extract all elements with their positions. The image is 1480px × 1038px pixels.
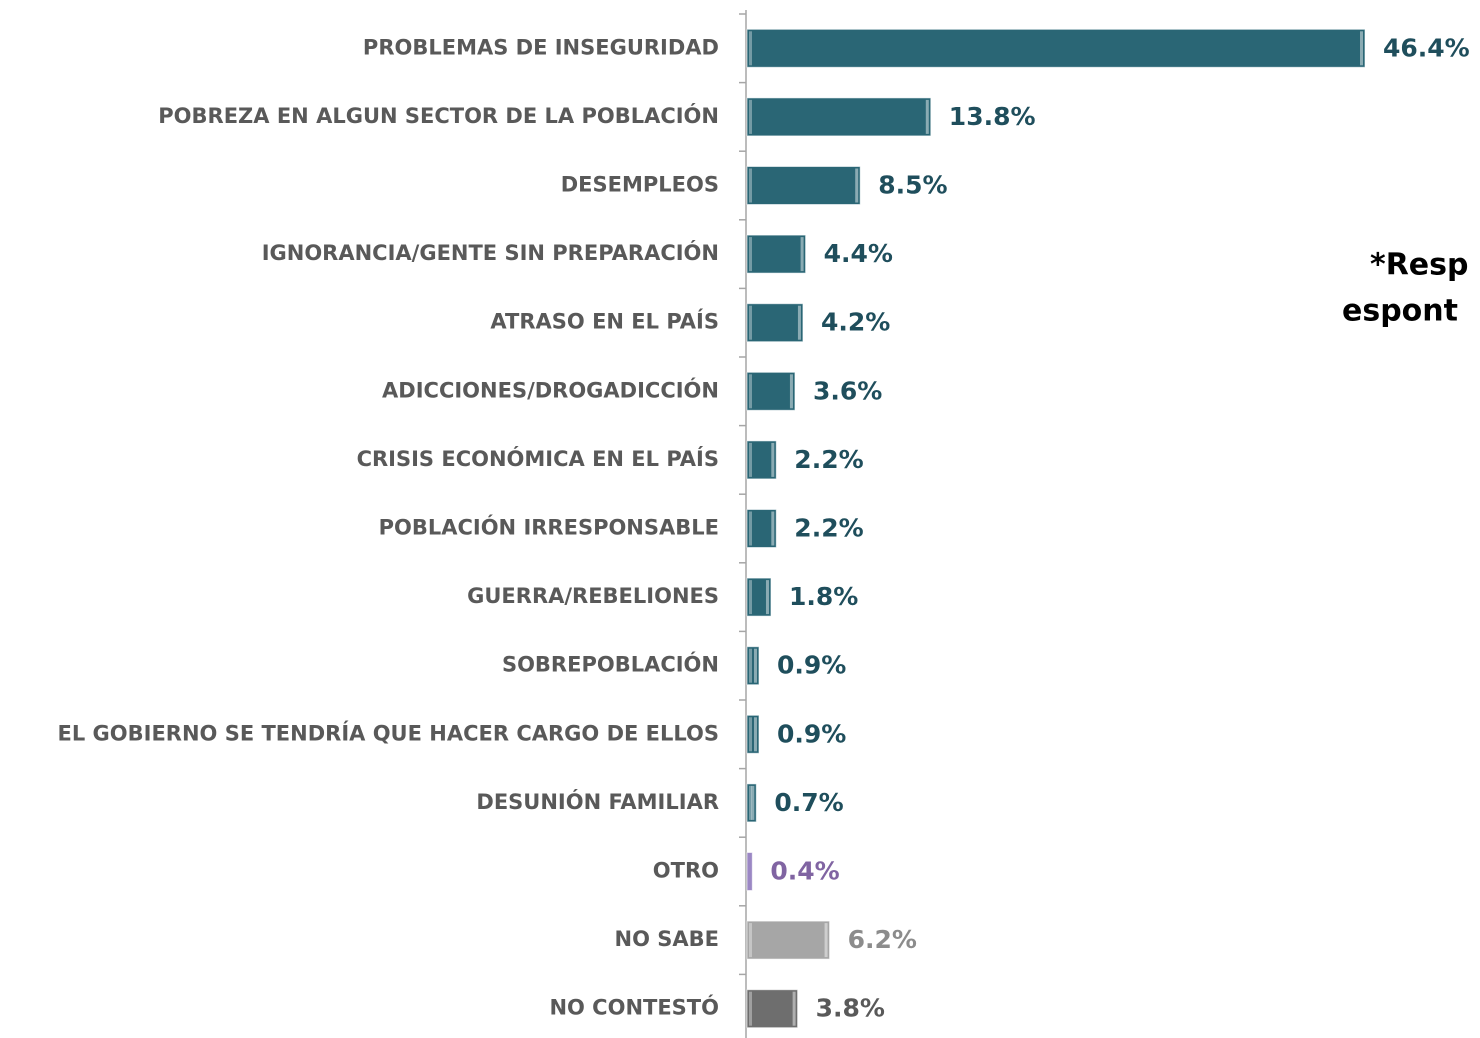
bar: [746, 577, 772, 617]
bar: [746, 852, 753, 891]
bar-bevel: [771, 511, 775, 546]
value-label: 8.5%: [878, 171, 947, 200]
value-label: 0.4%: [770, 857, 839, 886]
value-label: 3.8%: [816, 994, 885, 1023]
bar: [746, 371, 796, 411]
bar: [746, 783, 757, 823]
category-label: GUERRA/REBELIONES: [467, 584, 719, 608]
value-label: 1.8%: [789, 582, 858, 611]
category-label: POBLACIÓN IRRESPONSABLE: [379, 515, 719, 540]
bar-bevel: [800, 237, 804, 272]
bar-bevel: [749, 99, 752, 134]
value-label: 46.4%: [1383, 33, 1470, 62]
bar: [746, 440, 777, 480]
bar-bevel: [771, 442, 775, 477]
bar-bevel: [751, 785, 755, 820]
bar-bevel: [749, 237, 752, 272]
category-label: EL GOBIERNO SE TENDRÍA QUE HACER CARGO D…: [58, 720, 720, 745]
bar: [746, 303, 804, 343]
bar: [746, 714, 760, 754]
bar-bevel: [797, 305, 801, 340]
value-label: 2.2%: [794, 514, 863, 543]
category-label: SOBREPOBLACIÓN: [502, 652, 719, 677]
category-label: IGNORANCIA/GENTE SIN PREPARACIÓN: [262, 240, 719, 265]
bar-bevel: [749, 717, 752, 752]
bar-bevel: [753, 717, 757, 752]
value-label: 0.9%: [777, 651, 846, 680]
value-label: 0.9%: [777, 719, 846, 748]
value-label: 0.7%: [774, 788, 843, 817]
category-label: ADICCIONES/DROGADICCIÓN: [382, 377, 719, 402]
bar-bevel: [749, 580, 752, 615]
bar: [746, 28, 1366, 68]
category-label: CRISIS ECONÓMICA EN EL PAÍS: [357, 446, 719, 471]
value-label: 6.2%: [848, 925, 917, 954]
bar-bevel: [749, 442, 752, 477]
bar-bevel: [789, 374, 793, 409]
annotation: espont: [1342, 294, 1458, 329]
bar: [746, 234, 807, 274]
bar: [746, 166, 861, 205]
bar-bevel: [749, 31, 752, 66]
category-label: NO SABE: [615, 927, 719, 951]
value-label: 2.2%: [794, 445, 863, 474]
bar-bevel: [749, 648, 752, 683]
bar-bevel: [749, 374, 752, 409]
value-label: 13.8%: [949, 102, 1036, 131]
bar: [746, 920, 831, 960]
category-label: ATRASO EN EL PAÍS: [490, 309, 719, 334]
bar: [746, 509, 777, 548]
bar-bevel: [749, 168, 752, 203]
bar-bevel: [753, 648, 757, 683]
value-label: 3.6%: [813, 376, 882, 405]
category-label: DESUNIÓN FAMILIAR: [476, 789, 719, 814]
bar-bevel: [792, 991, 796, 1026]
bar: [746, 646, 760, 686]
category-label: POBREZA EN ALGUN SECTOR DE LA POBLACIÓN: [158, 103, 719, 128]
bar-bevel: [765, 580, 769, 615]
category-label: OTRO: [653, 859, 719, 883]
bar-bevel: [749, 923, 752, 958]
bar-bevel: [824, 923, 828, 958]
annotation: *Resp: [1370, 248, 1468, 283]
category-label: NO CONTESTÓ: [549, 995, 719, 1020]
bar: [746, 989, 799, 1029]
bar-bevel: [749, 991, 752, 1026]
category-label: DESEMPLEOS: [561, 173, 719, 197]
bar-bevel: [1360, 31, 1363, 66]
bar-bevel: [749, 511, 752, 546]
category-label: PROBLEMAS DE INSEGURIDAD: [363, 35, 719, 59]
bar-bevel: [749, 305, 752, 340]
bar-bevel: [749, 785, 752, 820]
bar: [746, 97, 932, 137]
bar-bevel: [855, 168, 859, 203]
value-label: 4.2%: [821, 308, 890, 337]
bar-bevel: [925, 99, 929, 134]
value-label: 4.4%: [824, 239, 893, 268]
